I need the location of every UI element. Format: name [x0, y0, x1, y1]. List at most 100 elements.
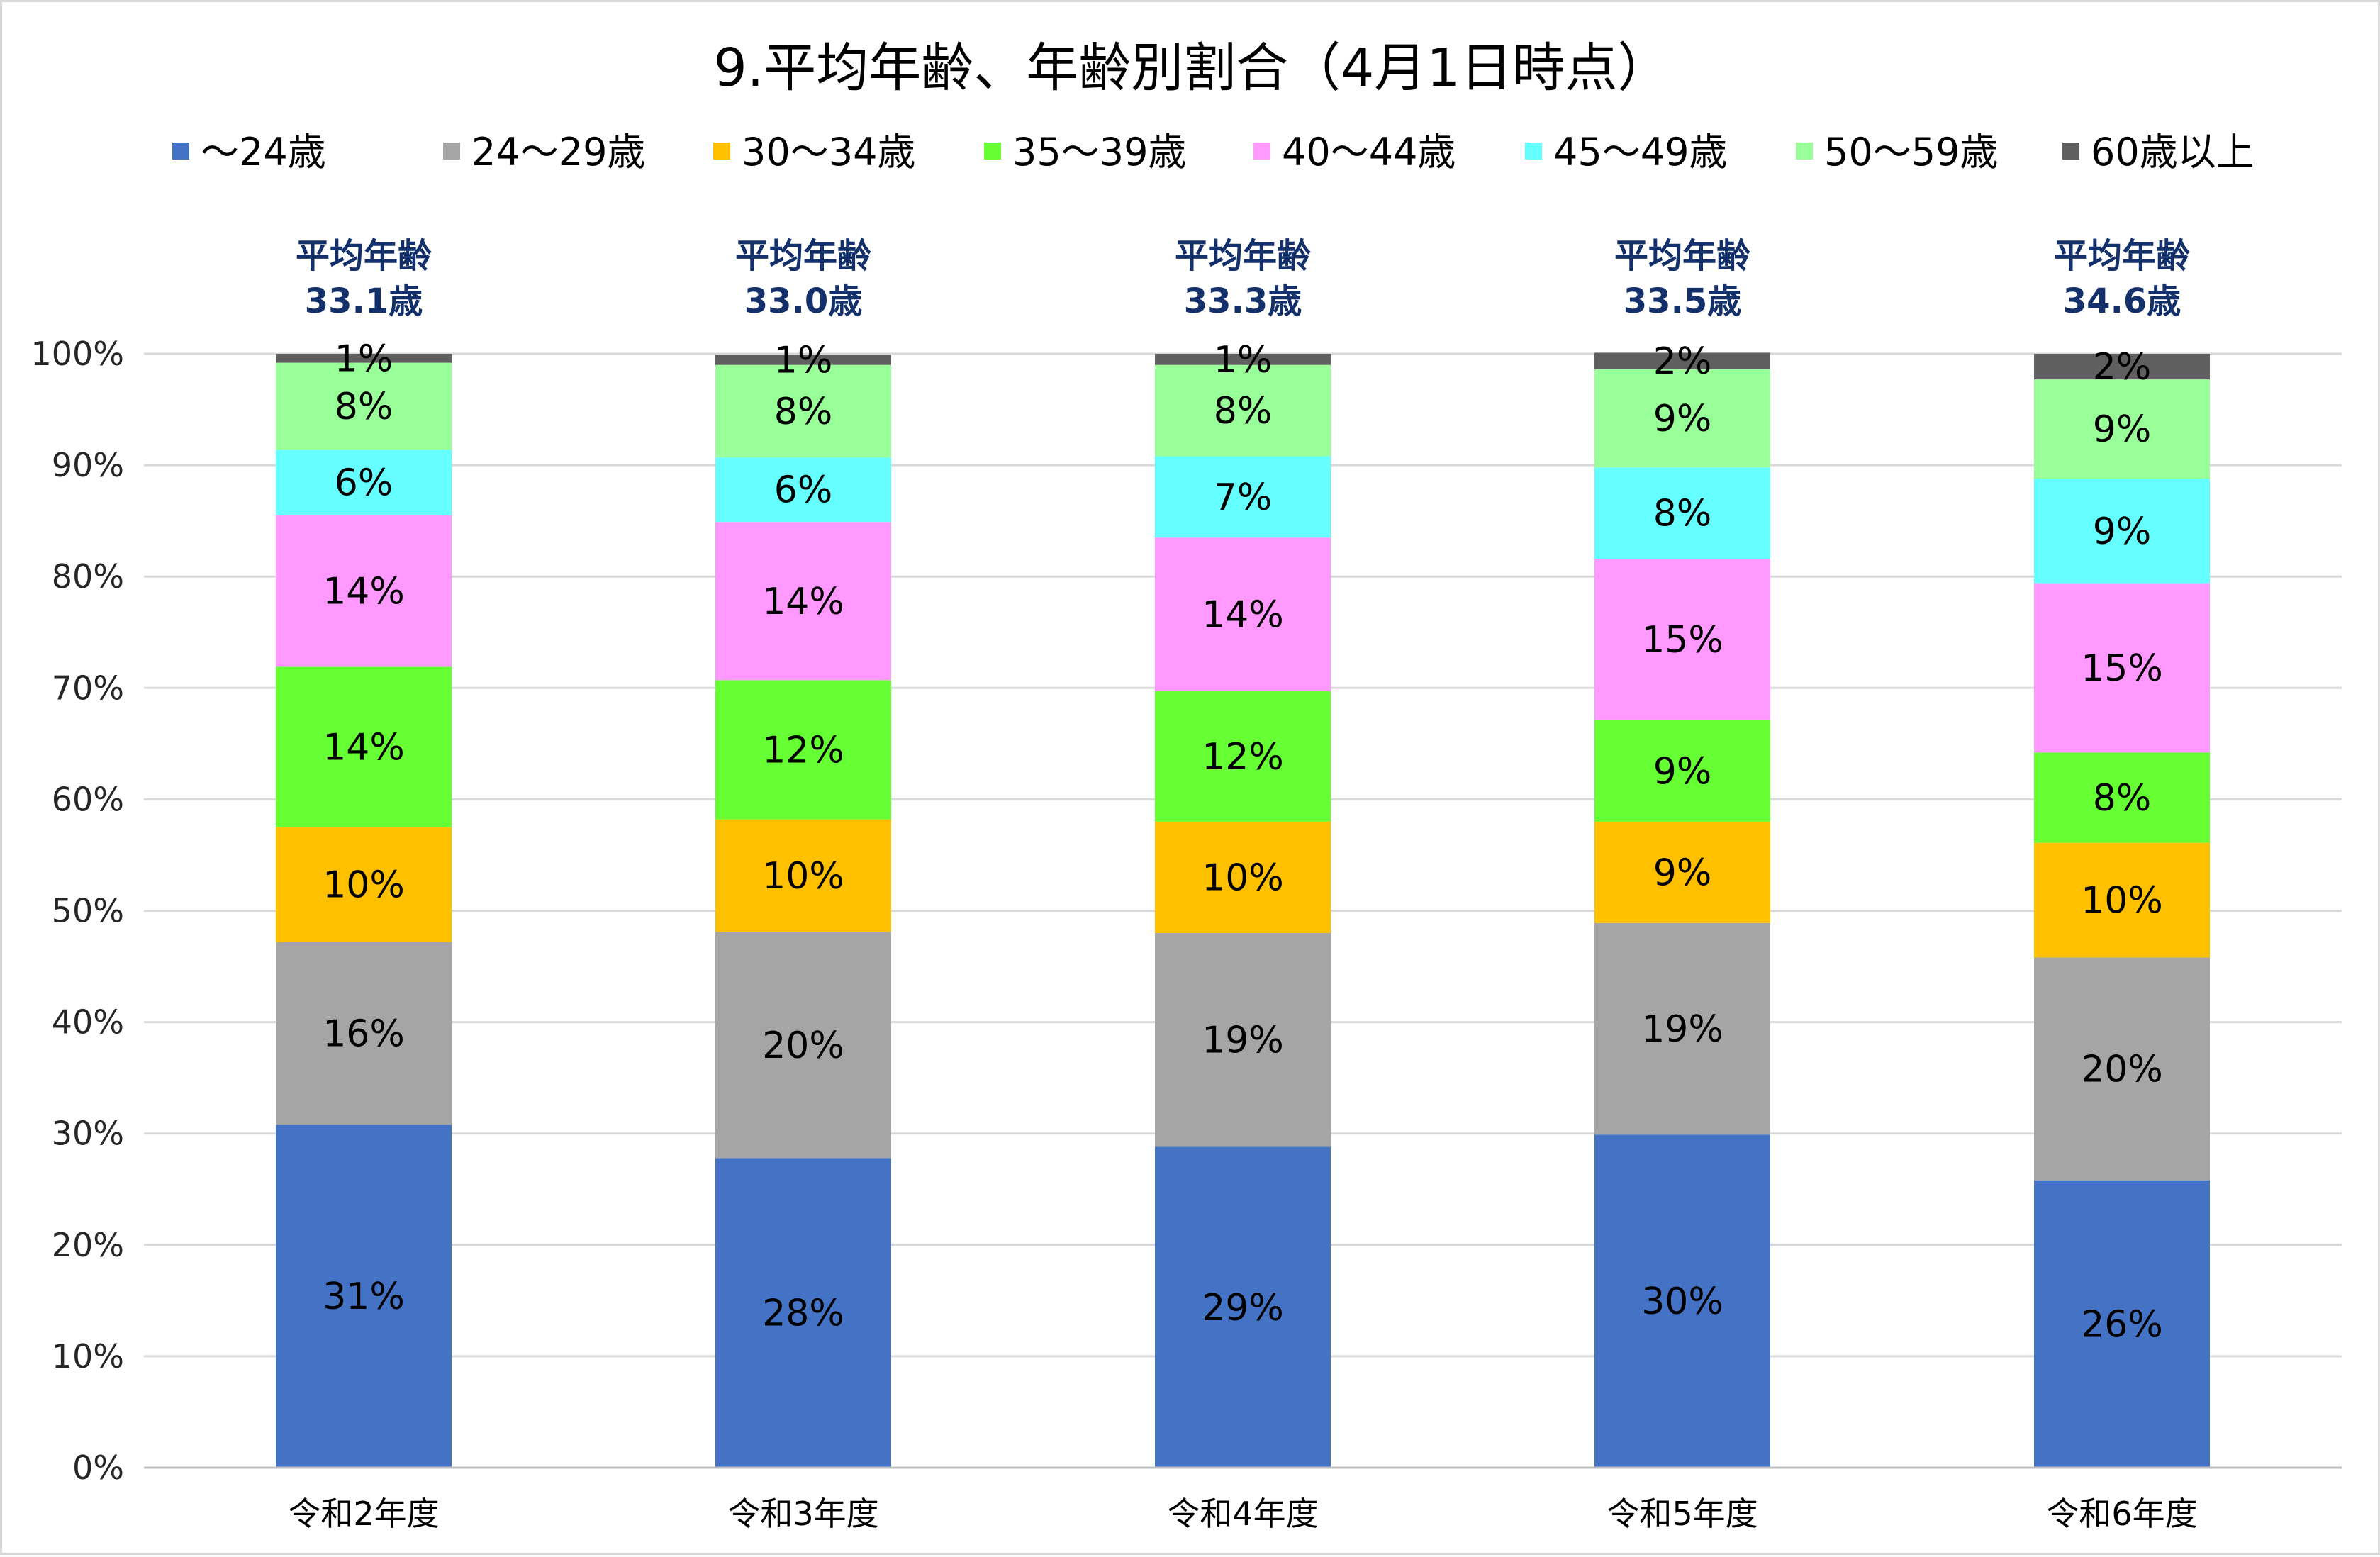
average-age-label: 平均年齢: [735, 236, 871, 276]
average-age-label: 平均年齢: [1614, 236, 1750, 276]
bar-segment: [1155, 691, 1331, 822]
legend-label: 30～34歳: [742, 130, 915, 174]
data-label: 6%: [774, 469, 833, 512]
y-tick-label: 60%: [52, 780, 124, 818]
average-age-value: 34.6歳: [2063, 281, 2181, 321]
legend-label: 35～39歳: [1012, 130, 1186, 174]
data-label: 19%: [1202, 1020, 1284, 1062]
data-label: 19%: [1641, 1008, 1723, 1051]
data-label: 6%: [335, 462, 393, 504]
bar-segment: [276, 827, 452, 942]
average-age-label: 平均年齢: [2054, 236, 2190, 276]
bar-segment: [2034, 842, 2210, 958]
legend-swatch: [984, 143, 1001, 160]
data-label: 15%: [1641, 619, 1723, 662]
data-label: 9%: [2093, 408, 2152, 451]
bar-segment: [2034, 379, 2210, 479]
y-tick-label: 100%: [30, 335, 124, 373]
y-tick-label: 40%: [52, 1003, 124, 1042]
legend-swatch: [1796, 143, 1813, 160]
bar-segment: [2034, 478, 2210, 584]
data-label: 9%: [2093, 510, 2152, 553]
y-tick-label: 90%: [52, 446, 124, 484]
data-label: 20%: [2081, 1049, 2163, 1091]
data-label: 1%: [335, 337, 393, 380]
bar-segment: [2034, 1180, 2210, 1468]
data-label: 10%: [1202, 856, 1284, 899]
segment-labels: 31% 16% 10% 14% 14% 6% 8% 1% 28% 20% 10% 12% 14% 6% 8%…: [323, 337, 2163, 1346]
legend-swatch: [2062, 143, 2079, 160]
legend-label: 45～49歳: [1553, 130, 1727, 174]
bar-segment: [1155, 1146, 1331, 1468]
data-label: 16%: [323, 1012, 405, 1055]
legend-label: 60歳以上: [2091, 130, 2255, 174]
data-label: 14%: [762, 581, 844, 623]
bar-segment: [1594, 821, 1770, 923]
data-label: 28%: [762, 1293, 844, 1335]
x-tick-label: 令和6年度: [2046, 1495, 2197, 1533]
average-age-value: 33.0歳: [744, 281, 862, 321]
data-label: 26%: [2081, 1303, 2163, 1346]
y-tick-label: 10%: [52, 1337, 124, 1375]
data-label: 1%: [1214, 339, 1273, 381]
bar-segment: [715, 522, 891, 681]
bar-segment: [715, 932, 891, 1159]
bar-segment: [715, 819, 891, 932]
legend-swatch: [172, 143, 189, 160]
bar-segment: [1594, 1134, 1770, 1468]
bar-segment: [1594, 559, 1770, 720]
x-tick-label: 令和2年度: [288, 1495, 439, 1533]
data-label: 10%: [323, 864, 405, 907]
average-age-label: 平均年齢: [1175, 236, 1311, 276]
data-label: 20%: [762, 1025, 844, 1067]
data-label: 1%: [774, 340, 833, 382]
data-label: 29%: [1202, 1287, 1284, 1329]
y-axis: 0% 10% 20% 30% 40% 50% 60% 70% 80% 90% 100%: [30, 335, 124, 1487]
data-label: 12%: [1202, 736, 1284, 778]
data-label: 31%: [323, 1276, 405, 1318]
bar-segment: [2034, 583, 2210, 753]
bar-segment: [2034, 957, 2210, 1181]
data-label: 12%: [762, 729, 844, 771]
bar-segment: [2034, 354, 2210, 380]
bar-segment: [276, 942, 452, 1125]
bar-segment: [1155, 537, 1331, 692]
bar-segment: [276, 515, 452, 667]
y-tick-label: 20%: [52, 1226, 124, 1264]
bar-segment: [1155, 354, 1331, 365]
bar-segment: [1594, 467, 1770, 559]
legend-swatch: [1525, 143, 1542, 160]
data-label: 8%: [1214, 390, 1273, 432]
x-tick-label: 令和4年度: [1167, 1495, 1318, 1533]
legend-swatch: [713, 143, 730, 160]
data-label: 10%: [762, 855, 844, 898]
bar-segment: [715, 355, 891, 365]
x-tick-label: 令和5年度: [1607, 1495, 1758, 1533]
average-age-annotations: 平均年齢 33.1歳 平均年齢 33.0歳 平均年齢 33.3歳 平均年齢 33.5歳 平均年齢…: [296, 236, 2190, 321]
data-label: 8%: [2093, 777, 2152, 820]
y-tick-label: 30%: [52, 1115, 124, 1153]
legend: ～24歳 24～29歳 30～34歳 35～39歳 40～44歳 45～49歳 50～59歳…: [172, 130, 2255, 174]
bars: [276, 352, 2210, 1468]
data-label: 9%: [1653, 852, 1712, 894]
bar-segment: [276, 1124, 452, 1468]
average-age-value: 33.3歳: [1184, 281, 1302, 321]
data-label: 7%: [1214, 476, 1273, 519]
data-label: 14%: [1202, 594, 1284, 637]
bar-segment: [1594, 720, 1770, 822]
data-label: 9%: [1653, 398, 1712, 440]
chart-title: 9.平均年齢、年齢別割合（4月1日時点）: [714, 38, 1670, 99]
bar-segment: [2034, 752, 2210, 843]
data-label: 14%: [323, 727, 405, 769]
y-tick-label: 70%: [52, 669, 124, 707]
bar-segment: [276, 450, 452, 515]
bar-segment: [715, 364, 891, 458]
bar-segment: [715, 457, 891, 523]
data-label: 9%: [1653, 750, 1712, 793]
legend-swatch: [1253, 143, 1270, 160]
data-label: 30%: [1641, 1280, 1723, 1323]
y-tick-label: 80%: [52, 557, 124, 596]
data-label: 2%: [1653, 340, 1712, 383]
bar-segment: [1594, 922, 1770, 1135]
